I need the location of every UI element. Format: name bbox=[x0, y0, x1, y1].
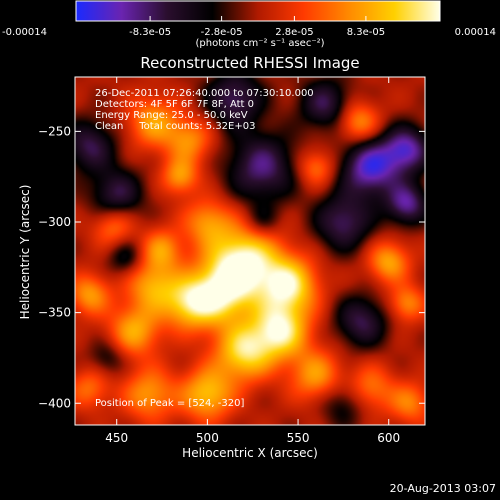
colorbar-tick-label: 8.3e-05 bbox=[347, 27, 385, 38]
colorbar-tick-label: -8.3e-05 bbox=[129, 27, 171, 38]
info-line-energy: Energy Range: 25.0 - 50.0 keV bbox=[95, 110, 248, 121]
chart-title: Reconstructed RHESSI Image bbox=[140, 54, 360, 72]
colorbar-tick-label: 0.00014 bbox=[455, 27, 496, 38]
x-tick-label: 500 bbox=[196, 431, 219, 445]
info-line-counts: Clean Total counts: 5.32E+03 bbox=[95, 121, 256, 132]
plot-frame bbox=[74, 76, 426, 426]
colorbar-unit-label: (photons cm⁻² s⁻¹ asec⁻²) bbox=[195, 38, 325, 49]
info-line-detectors: Detectors: 4F 5F 6F 7F 8F, Att 0 bbox=[95, 99, 255, 110]
colorbar-gradient bbox=[75, 0, 441, 22]
colorbar-tick-label: 2.8e-05 bbox=[275, 27, 313, 38]
x-tick-label: 550 bbox=[287, 431, 310, 445]
y-tick-label: −300 bbox=[38, 215, 71, 229]
y-tick-label: −250 bbox=[38, 124, 71, 138]
colorbar-tick-label: -0.00014 bbox=[2, 27, 47, 38]
colorbar: -0.00014 -8.3e-05 -2.8e-05 2.8e-05 8.3e-05 0.… bbox=[2, 0, 496, 38]
y-tick-label: −350 bbox=[38, 306, 71, 320]
heatmap-image bbox=[75, 77, 425, 425]
y-tick-label: −400 bbox=[38, 396, 71, 410]
info-line-time: 26-Dec-2011 07:26:40.000 to 07:30:10.000 bbox=[95, 88, 314, 99]
x-ticks: 450 500 550 600 bbox=[105, 77, 400, 445]
x-axis-label: Heliocentric X (arcsec) bbox=[182, 446, 318, 460]
colorbar-tick-label: -2.8e-05 bbox=[201, 27, 243, 38]
y-axis-label: Heliocentric Y (arcsec) bbox=[18, 184, 32, 320]
y-ticks: −250 −300 −350 −400 bbox=[38, 124, 425, 410]
peak-position-label: Position of Peak = [524, -320] bbox=[95, 398, 245, 409]
x-tick-label: 450 bbox=[105, 431, 128, 445]
timestamp: 20-Aug-2013 03:07 bbox=[389, 482, 496, 495]
colorbar-ticks: -0.00014 -8.3e-05 -2.8e-05 2.8e-05 8.3e-05 0.… bbox=[2, 16, 496, 38]
x-tick-label: 600 bbox=[377, 431, 400, 445]
